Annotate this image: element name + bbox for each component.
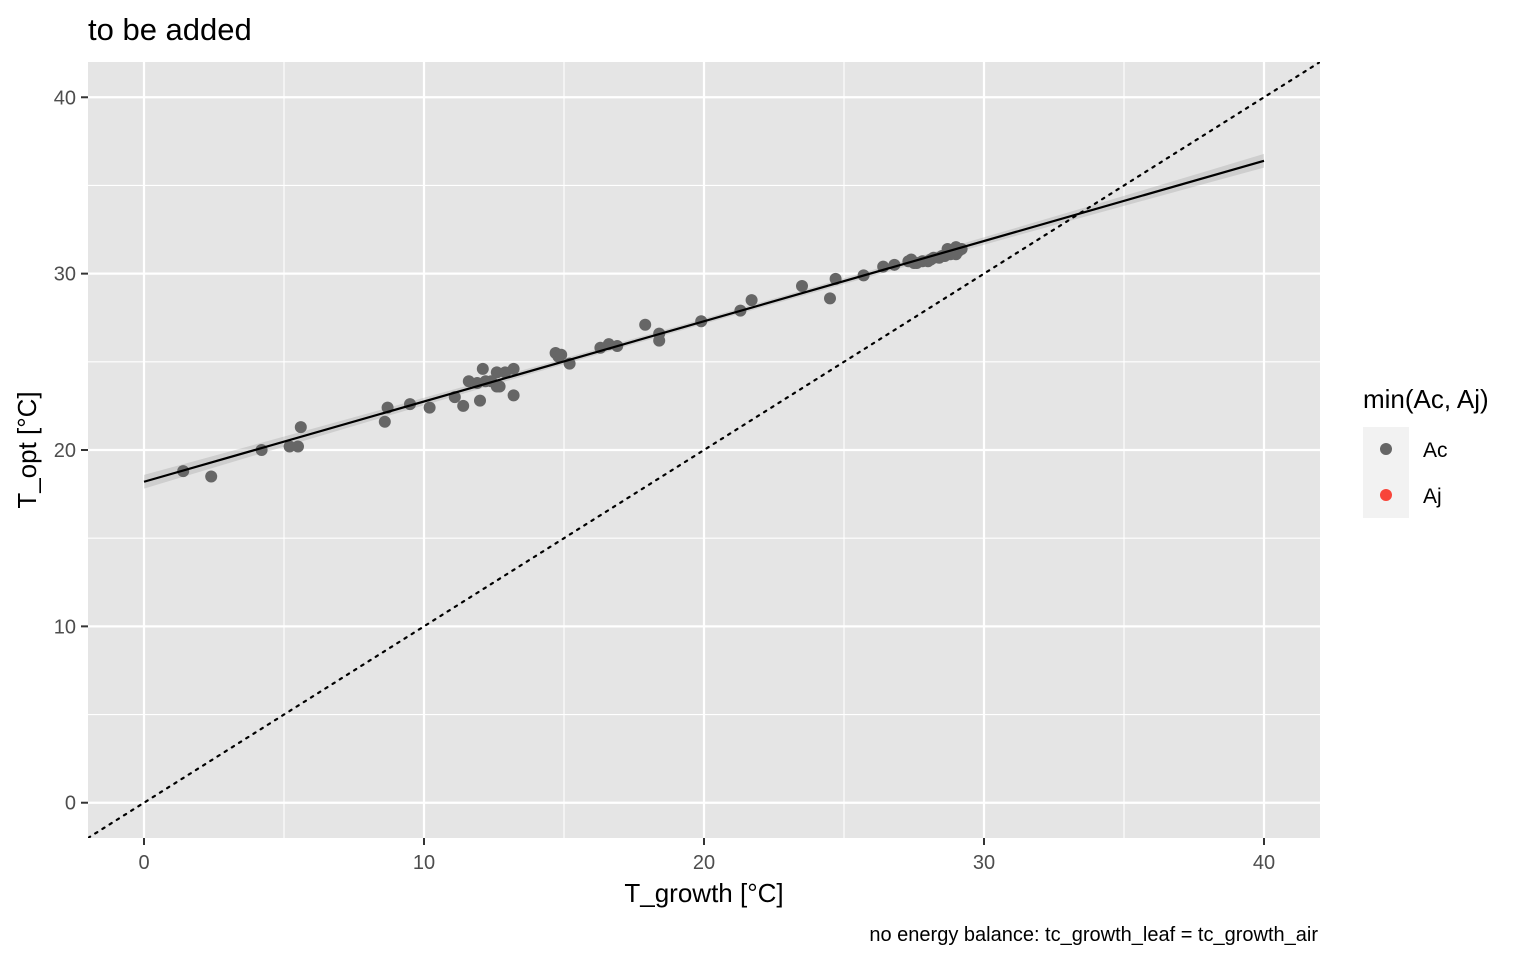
data-point-ac	[474, 394, 486, 407]
data-point-ac	[507, 362, 520, 375]
legend-label-ac: Ac	[1423, 439, 1448, 462]
data-point-ac	[283, 440, 296, 453]
x-tick-label: 0	[138, 852, 149, 874]
data-point-ac	[824, 292, 836, 305]
y-axis-title: T_opt [°C]	[12, 391, 42, 508]
data-points	[177, 241, 968, 483]
legend-label-aj: Aj	[1423, 485, 1442, 508]
data-point-ac	[493, 380, 506, 393]
x-axis: 0 10 20 30 40	[138, 838, 1275, 874]
data-point-ac	[292, 440, 304, 453]
regression-line	[143, 159, 1265, 483]
data-point-ac	[476, 362, 489, 375]
legend-key-background	[1363, 427, 1409, 518]
y-tick-label: 20	[54, 440, 76, 462]
data-point-ac	[796, 279, 808, 292]
x-tick-label: 20	[693, 852, 715, 874]
legend: min(Ac, Aj) Ac Aj	[1363, 384, 1489, 518]
x-tick-label: 10	[413, 852, 435, 874]
data-point-ac	[555, 348, 568, 361]
x-tick-label: 40	[1253, 852, 1275, 874]
y-tick-label: 30	[54, 264, 76, 286]
x-axis-title: T_growth [°C]	[624, 878, 783, 908]
y-tick-label: 10	[54, 616, 76, 638]
data-point-ac	[205, 470, 218, 483]
data-point-ac	[378, 415, 391, 428]
x-tick-label: 30	[973, 852, 995, 874]
legend-title: min(Ac, Aj)	[1363, 384, 1489, 414]
y-tick-label: 0	[65, 793, 76, 815]
data-point-ac	[639, 318, 652, 331]
data-point-ac	[507, 389, 520, 402]
chart-caption: no energy balance: tc_growth_leaf = tc_g…	[869, 924, 1318, 946]
y-axis: 0 10 20 30 40	[54, 87, 88, 815]
y-tick-label: 40	[54, 87, 76, 109]
legend-key-ac	[1380, 443, 1392, 455]
data-point-ac	[423, 401, 436, 414]
data-point-ac	[745, 294, 758, 307]
legend-key-aj	[1380, 489, 1392, 501]
chart-title: to be added	[88, 12, 252, 47]
data-point-ac	[490, 366, 503, 379]
data-point-ac	[294, 421, 307, 434]
data-point-ac	[653, 334, 666, 347]
data-point-ac	[457, 399, 470, 412]
